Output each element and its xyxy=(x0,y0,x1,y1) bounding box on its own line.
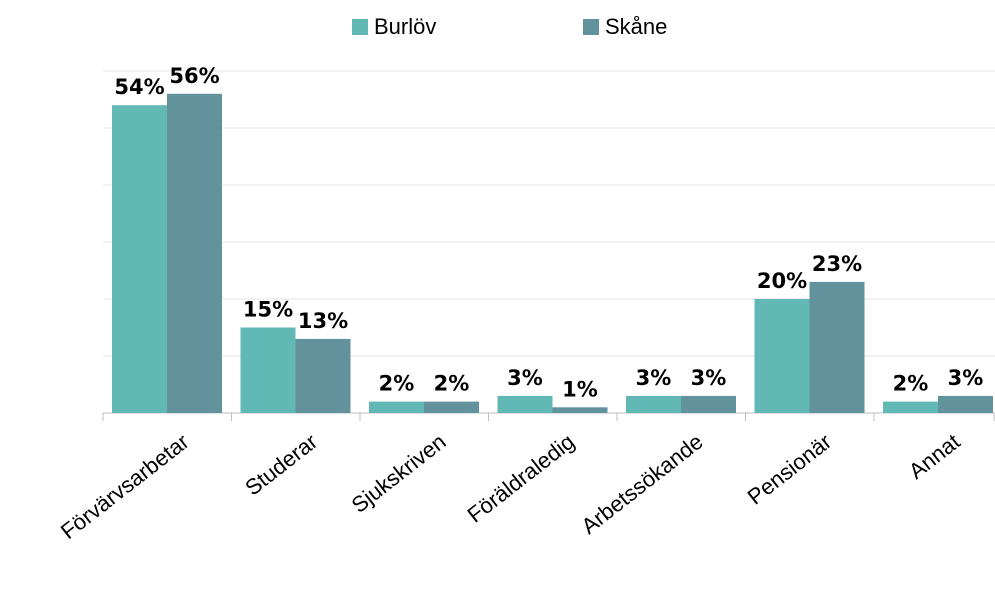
data-label: 2% xyxy=(434,372,470,396)
data-label: 2% xyxy=(893,372,929,396)
data-label: 56% xyxy=(169,64,219,88)
x-tick-label: Pensionär xyxy=(743,429,836,510)
bar xyxy=(167,93,222,414)
data-label: 13% xyxy=(298,309,348,333)
bar xyxy=(424,401,479,413)
bar xyxy=(626,395,681,413)
data-label: 15% xyxy=(243,298,293,322)
x-tick-label: Sjukskriven xyxy=(347,429,451,518)
bar xyxy=(369,401,424,413)
legend-label: Burlöv xyxy=(374,14,436,39)
data-label: 20% xyxy=(757,269,807,293)
x-tick-label: Förvärvsarbetar xyxy=(56,429,194,544)
data-label: 1% xyxy=(562,377,598,401)
x-tick-label: Annat xyxy=(904,429,965,484)
bar xyxy=(295,338,351,413)
bar xyxy=(754,299,810,413)
bar xyxy=(883,401,938,413)
data-label: 3% xyxy=(636,366,672,390)
bar xyxy=(809,281,865,413)
data-label: 3% xyxy=(691,366,727,390)
data-label: 3% xyxy=(948,366,984,390)
data-label: 3% xyxy=(507,366,543,390)
legend-label: Skåne xyxy=(605,14,667,39)
bar xyxy=(552,407,608,413)
data-label: 23% xyxy=(812,252,862,276)
legend-swatch xyxy=(352,19,368,35)
bar xyxy=(112,105,167,413)
x-tick-label: Studerar xyxy=(240,429,322,501)
x-tick-label: Arbetssökande xyxy=(577,429,708,539)
bar xyxy=(938,395,993,413)
x-tick-label: Föräldraledig xyxy=(463,429,580,528)
data-label: 2% xyxy=(379,372,415,396)
bar xyxy=(240,327,296,413)
legend-swatch xyxy=(583,19,599,35)
bar xyxy=(681,395,736,413)
data-label: 54% xyxy=(114,75,164,99)
bar xyxy=(497,395,553,413)
